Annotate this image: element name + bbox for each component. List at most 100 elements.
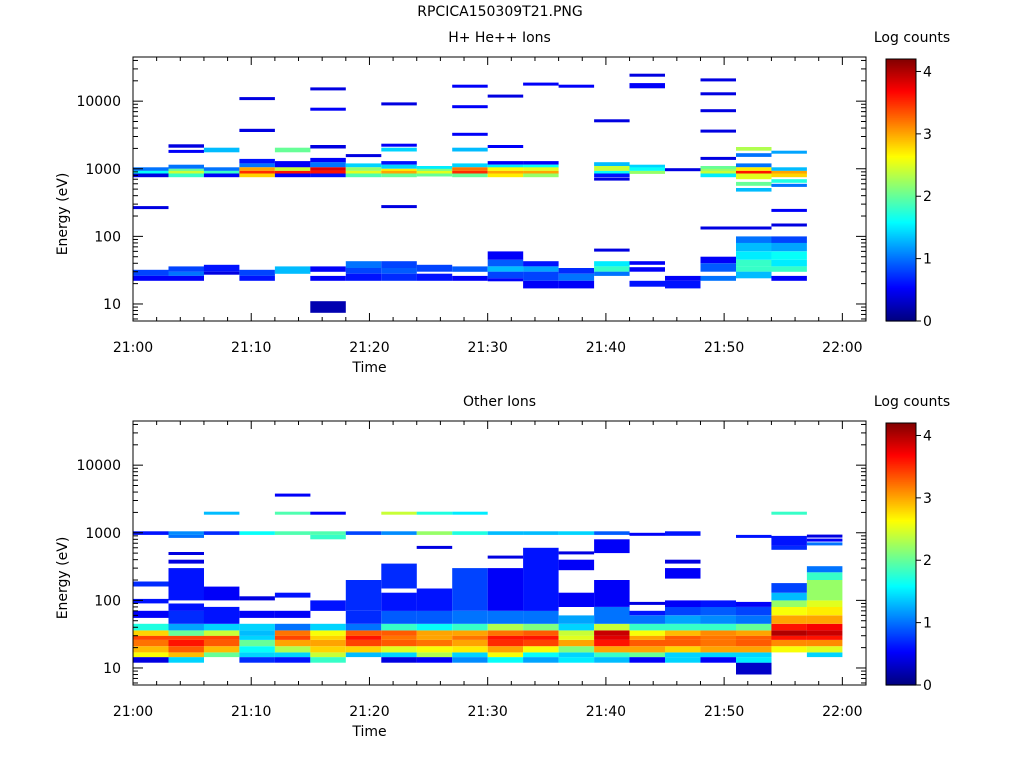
heatmap-cell [310,646,346,653]
colorbar-swatch [886,561,916,564]
heatmap-cell [203,623,240,631]
heatmap-cell [239,173,275,178]
colorbar-swatch [886,471,916,474]
heatmap-cell [274,592,311,598]
colorbar-swatch [886,521,916,524]
heatmap-cell [665,646,701,653]
heatmap-cell [629,657,665,663]
heatmap-cell [345,630,382,636]
colorbar-swatch [886,425,916,428]
heatmap-cell [594,266,630,272]
colorbar-swatch [886,591,916,594]
colorbar-swatch [886,307,916,310]
colorbar-swatch [886,599,916,602]
heatmap-cell [487,259,524,267]
colorbar-swatch [886,71,916,74]
heatmap-cell [736,606,772,616]
colorbar-swatch [886,315,916,318]
heatmap-cell [203,606,240,624]
colorbar-swatch [886,657,916,660]
heatmap-cell [168,639,204,647]
colorbar-swatch [886,249,916,252]
heatmap-cell [523,167,559,171]
heatmap-cell [806,590,843,601]
colorbar-swatch [886,289,916,292]
colorbar-swatch [886,67,916,70]
heatmap-cell [700,635,736,640]
heatmap-cell [133,598,169,604]
heatmap-cell [239,652,275,658]
colorbar-swatch [886,317,916,320]
heatmap-cell [345,163,382,168]
heatmap-cell [771,179,807,183]
colorbar-swatch [886,567,916,570]
y-tick-label: 1000 [85,162,121,178]
heatmap-cell [665,652,701,658]
heatmap-cell [168,164,204,169]
heatmap-cell [203,531,240,535]
heatmap-cell [345,173,382,178]
heatmap-cell [381,147,417,152]
heatmap-cell [700,170,736,174]
heatmap-cell [487,639,524,647]
colorbar-swatch [886,149,916,152]
colorbar-swatch [886,571,916,574]
heatmap-cell [523,266,559,272]
panel-other-ions: Other Ions 21:00 21:10 21:20 21:30 21:40 21:50… [55,394,950,740]
heatmap-cell [239,610,275,618]
heatmap-cell [239,531,275,535]
heatmap-cell [416,610,453,624]
heatmap-cell [558,615,595,624]
colorbar-swatch [886,137,916,140]
colorbar-swatch [886,189,916,192]
heatmap-cell [665,639,701,647]
heatmap-cell [487,635,524,640]
colorbar-swatch [886,669,916,672]
colorbar-swatch [886,147,916,150]
heatmap-cell [416,630,453,636]
colorbar-tick-label: 4 [923,64,932,80]
heatmap-cells [133,73,807,313]
colorbar-swatch [886,145,916,148]
heatmap-cell [629,646,665,653]
heatmap-cell [310,657,346,663]
x-tick-label: 22:00 [822,704,862,720]
heatmap-cell [416,264,453,272]
heatmap-cell [771,545,807,550]
heatmap-cell [239,163,275,168]
heatmap-cell [558,639,595,647]
heatmap-cell [523,82,559,86]
heatmap-cell [771,606,807,616]
colorbar-swatch [886,499,916,502]
heatmap-cell [381,610,417,624]
heatmap-cell [700,168,736,172]
heatmap-cell [168,168,204,172]
colorbar-swatch [886,87,916,90]
colorbar-swatch [886,563,916,566]
heatmap-cell [345,639,382,647]
heatmap-cell [168,144,204,148]
heatmap-cell [594,248,630,252]
heatmap-cell [558,657,595,663]
heatmap-cell [523,652,559,658]
colorbar-swatch [886,459,916,462]
colorbar-swatch [886,639,916,642]
heatmap-cell [274,635,311,640]
heatmap-cell [629,280,665,287]
heatmap-cell [700,109,736,113]
colorbar-swatch [886,431,916,434]
colorbar-swatch [886,683,916,686]
colorbar-swatch [886,579,916,582]
colorbar-swatch [886,263,916,266]
heatmap-cell [274,173,311,178]
heatmap-cell [310,275,346,281]
colorbar-swatch [886,285,916,288]
heatmap-cell [806,623,843,631]
colorbar-swatch [886,135,916,138]
heatmap-cell [665,600,701,607]
heatmap-cell [771,600,807,607]
colorbar-swatch [886,245,916,248]
colorbar-swatch [886,235,916,238]
colorbar-swatch [886,253,916,256]
colorbar-swatch [886,619,916,622]
